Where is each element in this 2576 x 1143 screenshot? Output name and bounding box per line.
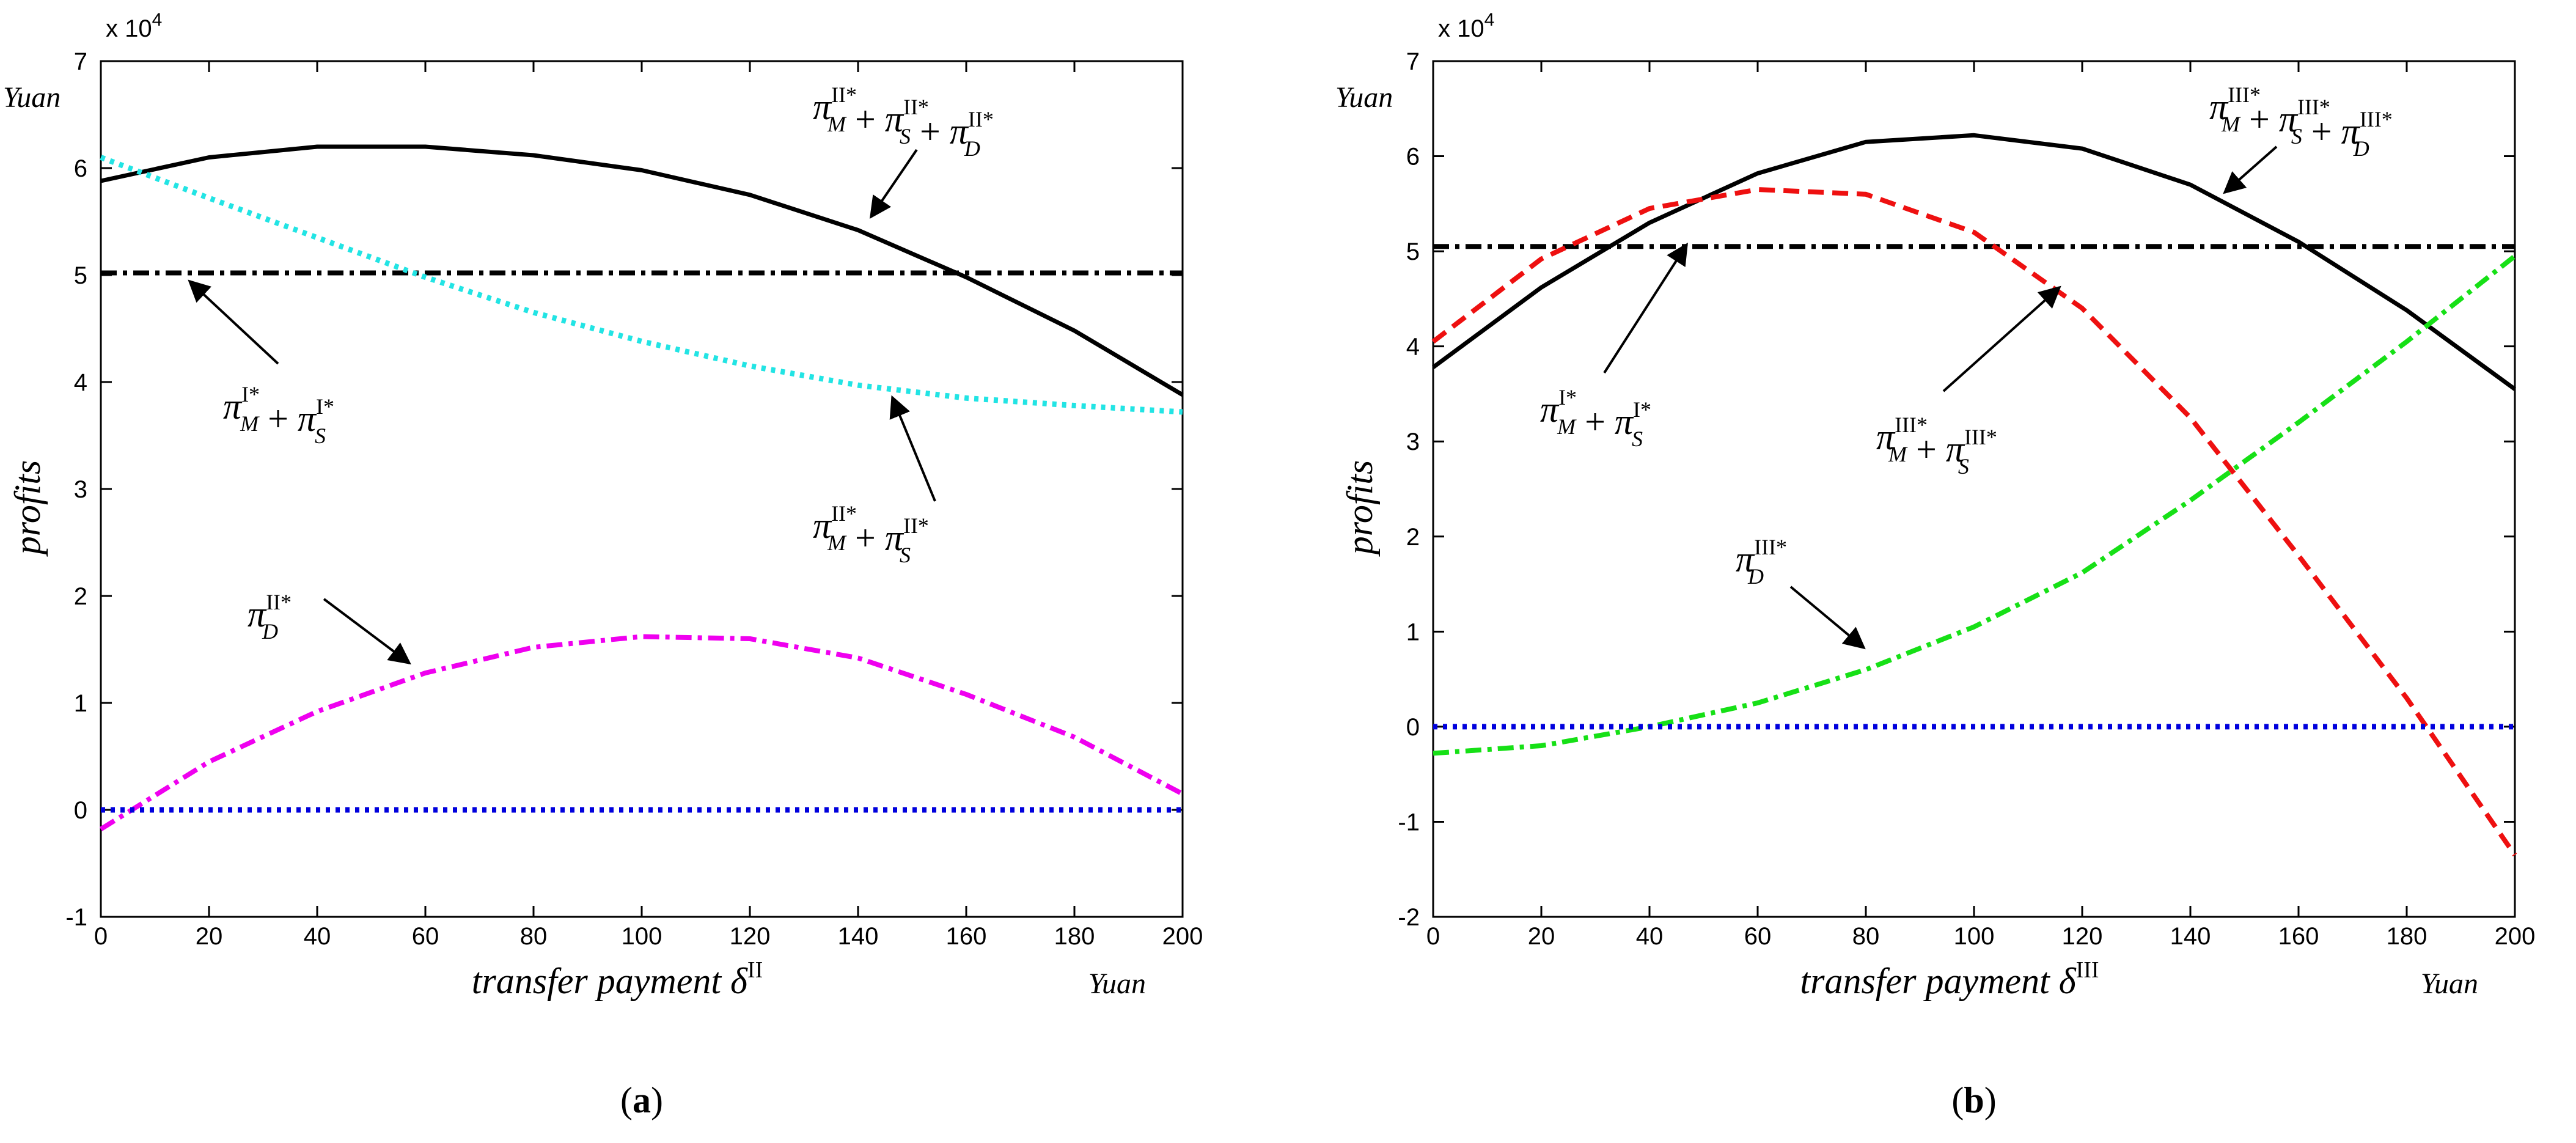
y-tick-label: 2 [1406,524,1420,551]
y-tick-label: 6 [74,155,87,182]
x-tick-label: 140 [2170,923,2211,950]
x-unit: Yuan [1088,968,1146,1000]
annotation-label-total-II: πII* M + πII* S + πII* D [813,83,994,161]
y-tick-label: 4 [74,369,87,396]
y-tick-label: 4 [1406,334,1420,361]
x-axis-label: transfer payment δIII [1800,957,2099,1001]
plot-frame [1432,60,2516,918]
annotation-arrow [1603,242,1688,374]
x-tick-label: 180 [2387,923,2427,950]
x-tick-label: 140 [838,923,879,950]
y-axis-label: profits [1340,460,1380,557]
x-tick-label: 40 [1636,923,1664,950]
series-line-d-III [1433,254,2517,756]
x-tick-label: 120 [2062,923,2103,950]
x-tick-label: 200 [1162,923,1203,950]
x-tick-label: 200 [2495,923,2536,950]
y-multiplier: x 104 [106,10,162,42]
x-tick-label: 180 [1054,923,1095,950]
y-axis-label: profits [7,460,48,557]
y-tick-label: 0 [1406,714,1420,741]
y-tick-label: 2 [74,583,87,610]
y-unit: Yuan [3,81,61,114]
chart-a-svg: 0 20 40 60 80 100 120 140 160 180 200 -1 0 1 2 3 4 5 6 7 x 1… [3,10,1203,1120]
annotation-arrow [1942,285,2061,392]
x-tick-label: 20 [196,923,223,950]
annotation-label-ms-II: πII* M + πII* S [813,501,929,567]
y-tick-label: 0 [74,797,87,824]
y-tick-label: 1 [1406,619,1420,645]
chart-panel-a: 0 20 40 60 80 100 120 140 160 180 200 -1 0 1 2 3 4 5 6 7 x 1… [0,0,1271,1143]
plot-frame [100,60,1184,918]
y-tick-label: 3 [74,476,87,503]
annotation-arrow [869,149,918,219]
annotation-label-total-III: πIII* M + πIII* S + πIII* D [2209,83,2393,161]
x-tick-label: 100 [622,923,662,950]
x-tick-label: 80 [1852,923,1880,950]
annotation-label-ms-III: πIII* M + πIII* S [1876,413,1997,479]
y-tick-label: 1 [74,690,87,717]
y-unit: Yuan [1335,81,1393,114]
y-tick-label: 7 [1406,48,1420,75]
x-unit: Yuan [2421,968,2478,1000]
x-tick-label: 60 [1744,923,1772,950]
y-multiplier: x 104 [1438,10,1494,42]
annotation-label-d-III: πIII* D [1736,535,1787,589]
x-tick-label: 120 [730,923,771,950]
subfigure-caption: (b) [1951,1080,1996,1120]
y-tick-label: -1 [1398,809,1420,836]
y-tick-label: 5 [74,262,87,289]
x-tick-label: 80 [520,923,548,950]
annotation-arrow [2223,145,2278,194]
annotation-label-baseline-I: πI* M + πI* S [223,382,334,448]
x-tick-label: 0 [1426,923,1440,950]
annotation-label-baseline-I: πI* M + πI* S [1540,385,1651,451]
annotation-arrow [188,279,279,365]
y-tick-label: 3 [1406,428,1420,455]
chart-b-svg: 0 20 40 60 80 100 120 140 160 180 200 -2 -1 0 1 2 3 4 5 6 7x… [1335,10,2536,1120]
x-tick-label: 40 [304,923,331,950]
series-line-d-II [99,634,1184,831]
series-line-total-III [1431,133,2517,391]
annotation-arrow [889,395,936,502]
x-tick-label: 160 [2278,923,2319,950]
x-tick-label: 60 [412,923,439,950]
y-tick-label: 7 [74,48,87,75]
x-tick-label: 100 [1954,923,1995,950]
series-line-total-II [100,144,1184,397]
annotation-label-d-II: πII* D [248,590,292,644]
y-tick-label: -1 [65,904,87,931]
x-tick-label: 20 [1528,923,1555,950]
chart-panel-b: 0 20 40 60 80 100 120 140 160 180 200 -2 -1 0 1 2 3 4 5 6 7 x… [1302,0,2576,1143]
y-tick-label: 5 [1406,238,1420,265]
annotation-arrow [323,598,411,665]
series-line-ms-III [1431,187,2517,857]
subfigure-caption: (a) [620,1080,663,1120]
annotation-arrow [1789,586,1866,650]
y-tick-label: 6 [1406,144,1420,171]
y-tick-label: -2 [1398,904,1420,931]
x-tick-label: 0 [94,923,108,950]
x-axis-label: transfer payment δII [472,957,763,1001]
x-tick-label: 160 [946,923,987,950]
